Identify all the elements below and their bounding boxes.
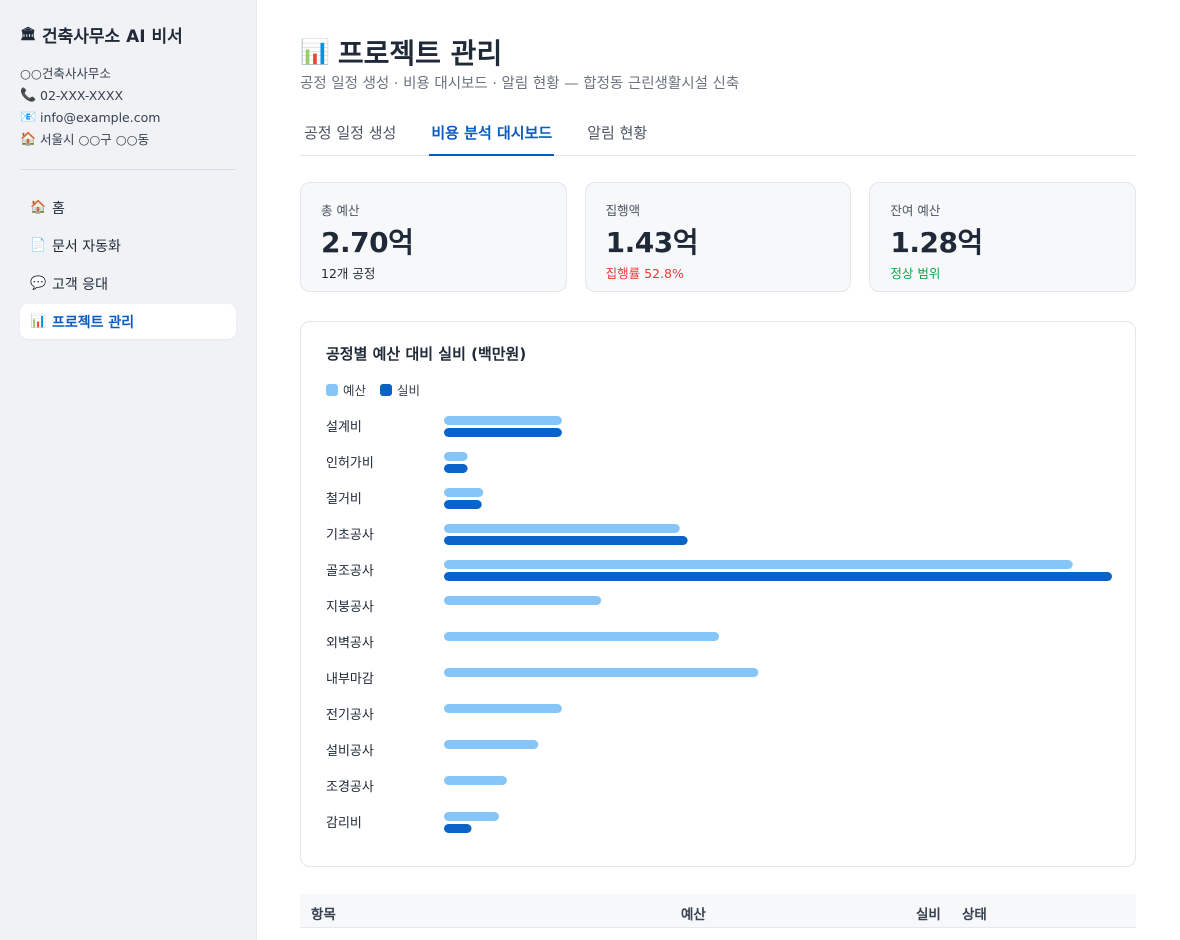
legend-label: 실비 [397, 383, 421, 398]
tab-bar: 공정 일정 생성 비용 분석 대시보드 알림 현황 [300, 114, 1136, 156]
metric-card-remaining-budget: 잔여 예산 1.28억 정상 범위 [869, 182, 1137, 292]
sidebar-item-label: 홈 [52, 200, 65, 217]
office-name: ○○건축사사무소 [20, 66, 111, 81]
category-label: 감리비 [326, 816, 362, 831]
category-label: 철거비 [326, 492, 362, 507]
metric-delta: 정상 범위 [890, 266, 941, 281]
sidebar-item-project-management[interactable]: 📊 프로젝트 관리 [20, 304, 236, 339]
bar-budget [444, 704, 562, 713]
bar-budget [444, 560, 1073, 569]
bar-budget [444, 776, 507, 785]
sidebar-divider [20, 169, 236, 170]
category-label: 외벽공사 [326, 636, 374, 651]
metric-cards: 총 예산 2.70억 12개 공정 집행액 1.43억 집행률 52.8% 잔여… [300, 182, 1137, 292]
sidebar-item-customer-support[interactable]: 💬 고객 응대 [20, 266, 236, 301]
chart-title: 공정별 예산 대비 실비 (백만원) [326, 345, 527, 363]
metric-delta: 집행률 52.8% [605, 266, 684, 281]
category-label: 골조공사 [326, 564, 374, 579]
legend-item-actual: 실비 [380, 380, 420, 399]
sidebar-item-label: 고객 응대 [52, 276, 108, 293]
building-icon: 🏛 [20, 27, 37, 42]
metric-card-spent: 집행액 1.43억 집행률 52.8% [584, 182, 852, 292]
page-title: 📊 프로젝트 관리 [300, 37, 503, 70]
category-label: 조경공사 [326, 780, 374, 795]
column-header-budget: 예산 [681, 907, 706, 923]
chart-canvas: 설계비인허가비철거비기초공사골조공사지붕공사외벽공사내부마감전기공사설비공사조경… [326, 416, 1112, 833]
bar-chart-icon: 📊 [30, 314, 47, 329]
bar-budget [444, 524, 680, 533]
category-label: 지붕공사 [326, 600, 374, 615]
metric-delta: 12개 공정 [321, 266, 376, 281]
cost-table-header: 항목 예산 실비 상태 [300, 894, 1136, 928]
home-icon: 🏠 [30, 200, 47, 215]
chart-legend: 예산 실비 [326, 380, 420, 399]
column-header-item: 항목 [311, 907, 336, 923]
email-icon: 📧 [20, 110, 37, 125]
category-label: 인허가비 [326, 456, 374, 471]
bar-actual [444, 536, 688, 545]
bar-budget [444, 488, 484, 497]
column-header-actual: 실비 [916, 907, 941, 923]
legend-swatch-actual [380, 383, 393, 396]
bar-budget [444, 416, 562, 425]
sidebar-item-home[interactable]: 🏠 홈 [20, 190, 236, 225]
metric-label: 집행액 [605, 203, 641, 218]
metric-value: 2.70억 [321, 226, 414, 259]
bar-budget [444, 596, 602, 605]
sidebar-item-label: 프로젝트 관리 [52, 314, 135, 331]
bar-budget [444, 632, 720, 641]
bar-budget [444, 668, 759, 677]
category-label: 설비공사 [326, 744, 374, 759]
tab-cost-dashboard[interactable]: 비용 분석 대시보드 [429, 114, 555, 156]
metric-value: 1.28억 [890, 226, 983, 259]
category-label: 기초공사 [326, 528, 374, 543]
bar-actual [444, 824, 472, 833]
sidebar-item-label: 문서 자동화 [52, 238, 121, 255]
metric-label: 잔여 예산 [890, 203, 941, 218]
document-icon: 📄 [30, 238, 47, 253]
tab-schedule-generation[interactable]: 공정 일정 생성 [304, 124, 397, 142]
category-label: 설계비 [326, 420, 362, 435]
sidebar-brand: 🏛 건축사무소 AI 비서 [20, 22, 236, 47]
office-info: ○○건축사사무소 📞 02-XXX-XXXX 📧 info@example.co… [20, 63, 236, 151]
legend-item-budget: 예산 [326, 380, 366, 399]
sidebar-item-document-automation[interactable]: 📄 문서 자동화 [20, 228, 236, 263]
sidebar-title: 건축사무소 AI 비서 [42, 27, 183, 47]
page-subtitle: 공정 일정 생성 · 비용 대시보드 · 알림 현황 — 합정동 근린생활시설 … [300, 76, 740, 92]
column-header-status: 상태 [962, 907, 987, 923]
bar-actual [444, 464, 468, 473]
bar-actual [444, 572, 1112, 581]
bar-actual [444, 428, 562, 437]
tab-alert-status[interactable]: 알림 현황 [587, 124, 648, 142]
metric-label: 총 예산 [321, 203, 360, 218]
category-label: 전기공사 [326, 708, 374, 723]
office-email: 📧 info@example.com [20, 107, 236, 129]
office-address: 🏠 서울시 ○○구 ○○동 [20, 129, 236, 151]
legend-swatch-budget [326, 383, 338, 396]
bar-chart-icon: 📊 [300, 38, 330, 66]
phone-icon: 📞 [20, 88, 37, 103]
bar-budget [444, 452, 468, 461]
sidebar-nav: 🏠 홈 📄 문서 자동화 💬 고객 응대 📊 프로젝트 관리 [20, 190, 236, 339]
speech-bubble-icon: 💬 [30, 276, 47, 291]
bar-budget [444, 812, 500, 821]
bar-actual [444, 500, 482, 509]
category-label: 내부마감 [326, 672, 374, 687]
metric-card-total-budget: 총 예산 2.70억 12개 공정 [300, 182, 567, 292]
bar-budget [444, 740, 539, 749]
legend-label: 예산 [343, 383, 367, 398]
sidebar: 🏛 건축사무소 AI 비서 ○○건축사사무소 📞 02-XXX-XXXX 📧 i… [0, 0, 257, 940]
house-icon: 🏠 [20, 132, 37, 147]
office-phone: 📞 02-XXX-XXXX [20, 85, 236, 107]
metric-value: 1.43억 [605, 226, 699, 259]
